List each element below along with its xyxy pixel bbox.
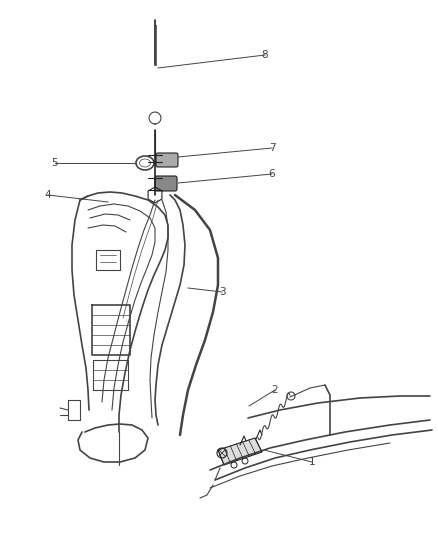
Polygon shape <box>218 438 262 465</box>
Text: 4: 4 <box>45 190 51 200</box>
Text: 6: 6 <box>268 169 276 179</box>
Text: 3: 3 <box>219 287 225 297</box>
Text: 5: 5 <box>52 158 58 168</box>
Text: 8: 8 <box>261 50 268 60</box>
Text: 2: 2 <box>272 385 278 395</box>
Text: 7: 7 <box>268 143 276 153</box>
FancyBboxPatch shape <box>156 153 178 167</box>
FancyBboxPatch shape <box>155 176 177 191</box>
Text: 1: 1 <box>309 457 315 467</box>
